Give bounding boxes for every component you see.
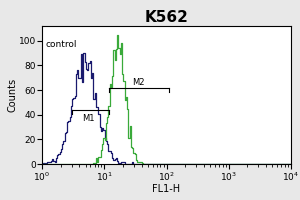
Text: M2: M2 [132,78,144,87]
Title: K562: K562 [145,10,188,25]
Y-axis label: Counts: Counts [7,78,17,112]
Text: control: control [46,40,77,49]
X-axis label: FL1-H: FL1-H [152,184,181,194]
Text: M1: M1 [82,114,94,123]
